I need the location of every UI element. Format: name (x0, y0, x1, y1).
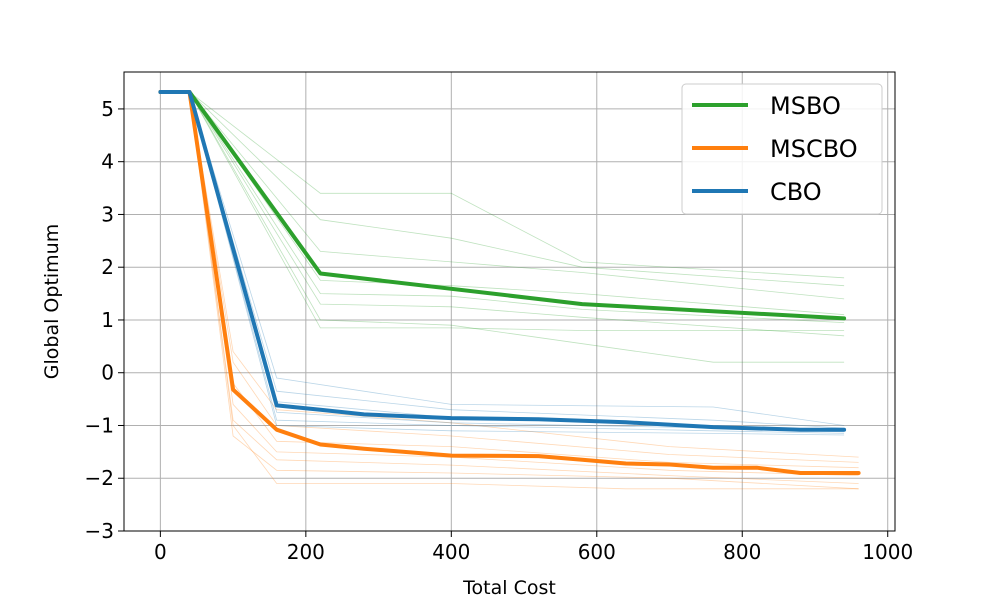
y-tick-label: −1 (85, 413, 114, 437)
mean-lines (158, 90, 861, 475)
mscbo-series-line (158, 90, 861, 475)
x-tick-label: 1000 (862, 540, 913, 564)
x-axis-label: Total Cost (462, 577, 556, 598)
x-axis: 0 200 400 600 800 1000 (154, 531, 913, 564)
plot-frame (123, 71, 896, 532)
y-tick-label: 4 (101, 150, 114, 174)
y-tick-label: 5 (101, 97, 114, 121)
cbo-series-line (158, 90, 847, 432)
y-axis: −3 −2 −1 0 1 2 3 4 5 (85, 97, 124, 543)
y-tick-label: 0 (101, 361, 114, 385)
x-tick-label: 600 (578, 540, 616, 564)
legend: MSBO MSCBO CBO (681, 83, 883, 215)
grid (124, 72, 895, 532)
y-axis-label: Global Optimum (41, 224, 63, 379)
x-tick-label: 200 (287, 540, 325, 564)
cbo-legend-label: CBO (770, 178, 822, 206)
x-tick-label: 400 (432, 540, 470, 564)
y-tick-label: −2 (85, 466, 114, 490)
y-tick-label: 3 (101, 202, 114, 226)
y-tick-label: −3 (85, 519, 114, 543)
y-tick-label: 1 (101, 308, 114, 332)
x-tick-label: 0 (154, 540, 167, 564)
legend-box (681, 83, 883, 215)
msbo-legend-label: MSBO (770, 92, 841, 120)
x-tick-label: 800 (723, 540, 761, 564)
mscbo-legend-label: MSCBO (770, 135, 858, 163)
y-tick-label: 2 (101, 255, 114, 279)
